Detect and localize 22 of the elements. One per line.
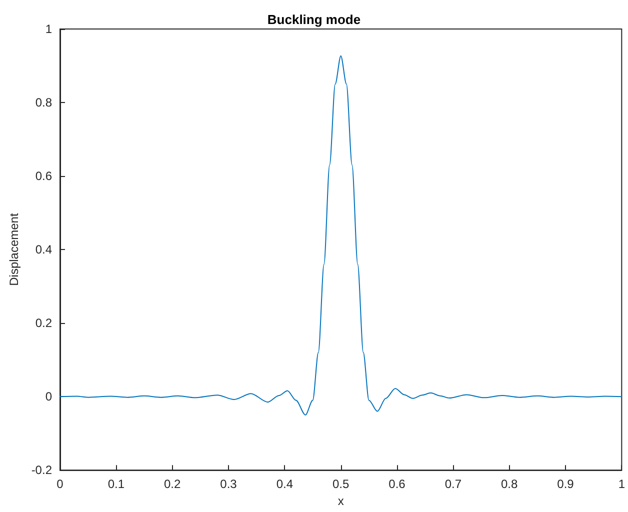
y-tick-label: 0.4 — [35, 242, 52, 257]
x-tick-label: 0.1 — [108, 477, 125, 492]
line-series — [60, 55, 622, 416]
x-tick-label: 0.3 — [220, 477, 238, 492]
y-tick-label: 1 — [45, 22, 52, 36]
x-tick-label: 0.2 — [164, 477, 181, 492]
x-tick-label: 0.4 — [276, 477, 294, 492]
x-tick-label: 0.7 — [444, 477, 462, 492]
y-tick-label: 0.2 — [35, 316, 52, 330]
x-tick-label: 1 — [618, 477, 626, 492]
y-tick-label: 0.8 — [35, 96, 52, 110]
x-tick-label: 0.5 — [332, 477, 350, 492]
y-tick-label: 0.6 — [35, 169, 52, 184]
y-tick-label: 0 — [45, 390, 52, 404]
x-tick-label: 0.9 — [557, 477, 574, 492]
x-axis-title: x — [338, 494, 344, 508]
y-axis-title: Displacement — [7, 212, 21, 286]
x-tick-label: 0 — [56, 477, 64, 492]
y-tick-label: -0.2 — [31, 463, 52, 478]
x-tick-label: 0.8 — [500, 477, 518, 492]
x-tick-label: 0.6 — [388, 477, 406, 492]
chart-title: Buckling mode — [267, 12, 361, 27]
